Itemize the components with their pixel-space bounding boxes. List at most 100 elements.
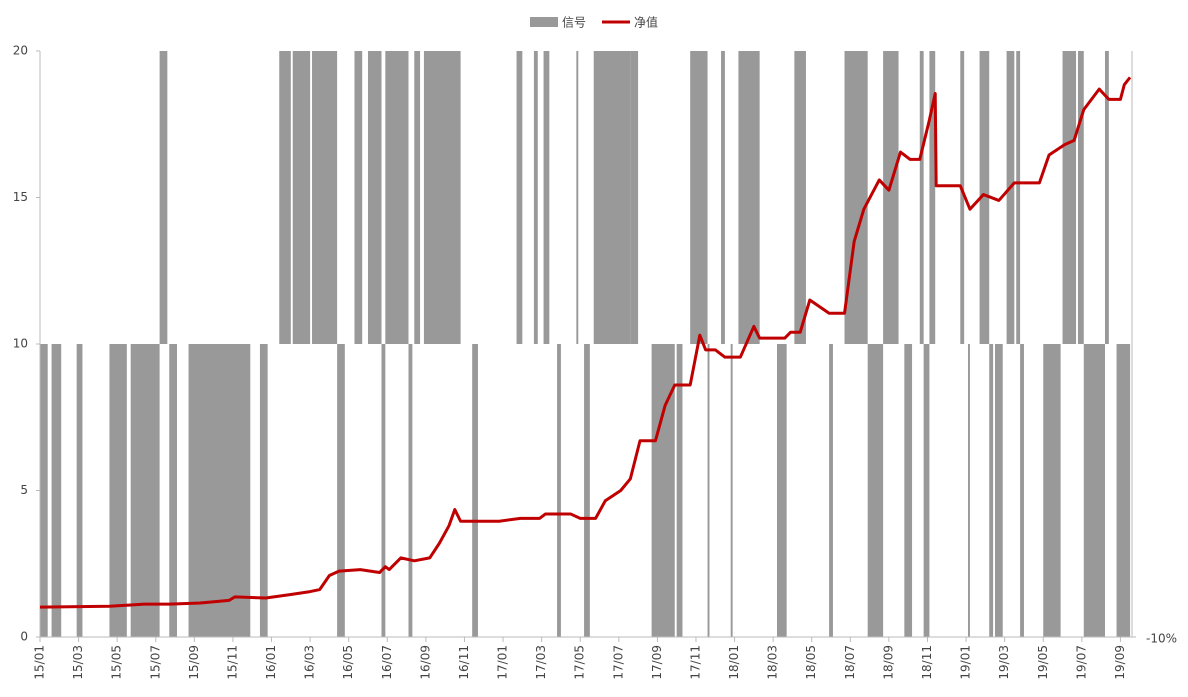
x-tick-label: 17/09	[650, 645, 664, 680]
signal-bar	[960, 51, 965, 344]
signal-bar	[292, 51, 311, 344]
x-tick-label: 16/01	[264, 645, 278, 680]
signal-bar	[169, 344, 177, 637]
x-tick-label: 18/05	[804, 645, 818, 680]
signal-bar	[354, 51, 363, 344]
x-tick-label: 18/03	[766, 645, 780, 680]
legend-swatch	[530, 17, 558, 27]
x-tick-label: 18/07	[843, 645, 857, 680]
signal-bar	[423, 51, 461, 344]
signal-bar	[188, 344, 251, 637]
signal-bar	[730, 344, 733, 637]
signal-bar	[968, 344, 970, 637]
signal-bar	[844, 51, 868, 344]
signal-bar	[367, 51, 382, 344]
signal-bar	[576, 51, 579, 344]
y2-tick-label: -10%	[1146, 632, 1177, 646]
x-tick-label: 19/05	[1036, 645, 1050, 680]
signal-bar	[923, 344, 930, 637]
signal-bar	[381, 344, 386, 637]
y-tick-label: 20	[13, 44, 28, 58]
x-tick-label: 15/03	[71, 645, 85, 680]
signal-bar	[1020, 344, 1024, 637]
legend-label: 净值	[634, 15, 658, 30]
legend-label: 信号	[562, 16, 586, 30]
signal-bar	[543, 51, 550, 344]
x-tick-label: 19/01	[959, 645, 973, 680]
signal-bar	[1104, 51, 1109, 344]
signal-bar	[1016, 51, 1021, 344]
signal-bar	[385, 51, 409, 344]
signal-bar	[989, 344, 994, 637]
signal-bar	[707, 344, 710, 637]
signal-bar	[995, 344, 1003, 637]
x-tick-label: 15/05	[110, 645, 124, 680]
x-tick-label: 15/11	[225, 645, 239, 680]
x-tick-label: 17/11	[688, 645, 702, 680]
signal-bar	[904, 344, 913, 637]
x-tick-label: 16/07	[380, 645, 394, 680]
x-tick-label: 16/11	[457, 645, 471, 680]
x-tick-label: 17/01	[496, 645, 510, 680]
signal-bar	[651, 344, 675, 637]
x-tick-label: 16/05	[341, 645, 355, 680]
signal-bar	[337, 344, 345, 637]
x-tick-label: 18/01	[727, 645, 741, 680]
x-tick-label: 18/09	[881, 645, 895, 680]
net-value-line	[39, 76, 1132, 609]
signal-bar	[1116, 344, 1131, 637]
signal-bar	[738, 51, 760, 344]
signal-bar	[533, 51, 538, 344]
signal-bar	[867, 344, 884, 637]
signal-bar	[557, 344, 561, 637]
signal-bar	[919, 51, 924, 344]
signal-bar	[676, 344, 683, 637]
x-tick-label: 19/09	[1113, 645, 1127, 680]
y-tick-label: 15	[13, 190, 28, 204]
x-tick-label: 15/07	[148, 645, 162, 680]
signal-bar	[1077, 51, 1084, 344]
x-tick-label: 17/05	[573, 645, 587, 680]
signal-bar	[979, 51, 990, 344]
x-tick-label: 19/03	[997, 645, 1011, 680]
signal-bar	[794, 51, 806, 344]
signal-bar	[130, 344, 160, 637]
x-tick-label: 15/01	[33, 645, 47, 680]
signal-bar	[630, 51, 639, 344]
signal-bar	[76, 344, 83, 637]
signal-bar	[929, 51, 936, 344]
signal-bar	[472, 344, 478, 637]
x-tick-label: 18/11	[920, 645, 934, 680]
signal-bar	[159, 51, 168, 344]
signal-bar	[883, 51, 899, 344]
signal-bar	[690, 51, 708, 344]
signal-bar	[279, 51, 291, 344]
signal-bar	[516, 51, 523, 344]
x-tick-label: 17/03	[534, 645, 548, 680]
signal-bar	[1006, 51, 1015, 344]
signal-bar	[40, 344, 48, 637]
y-tick-label: 0	[20, 630, 28, 644]
signal-bar	[721, 51, 725, 344]
signal-bar	[584, 344, 590, 637]
signal-bar	[259, 344, 268, 637]
y-tick-label: 5	[20, 483, 28, 497]
signal-bar	[1083, 344, 1105, 637]
x-tick-label: 15/09	[187, 645, 201, 680]
signal-bar	[777, 344, 787, 637]
x-tick-label: 17/07	[611, 645, 625, 680]
y-tick-label: 10	[13, 337, 28, 351]
signal-bar	[1062, 51, 1077, 344]
x-tick-label: 19/07	[1074, 645, 1088, 680]
signal-bar	[312, 51, 338, 344]
signal-bar	[593, 51, 631, 344]
signal-bar	[1043, 344, 1061, 637]
x-tick-label: 16/03	[303, 645, 317, 680]
signal-bar	[51, 344, 62, 637]
signal-bar	[829, 344, 833, 637]
signal-bar	[109, 344, 127, 637]
signal-bar	[408, 344, 413, 637]
x-tick-label: 16/09	[418, 645, 432, 680]
signal-bar	[414, 51, 421, 344]
